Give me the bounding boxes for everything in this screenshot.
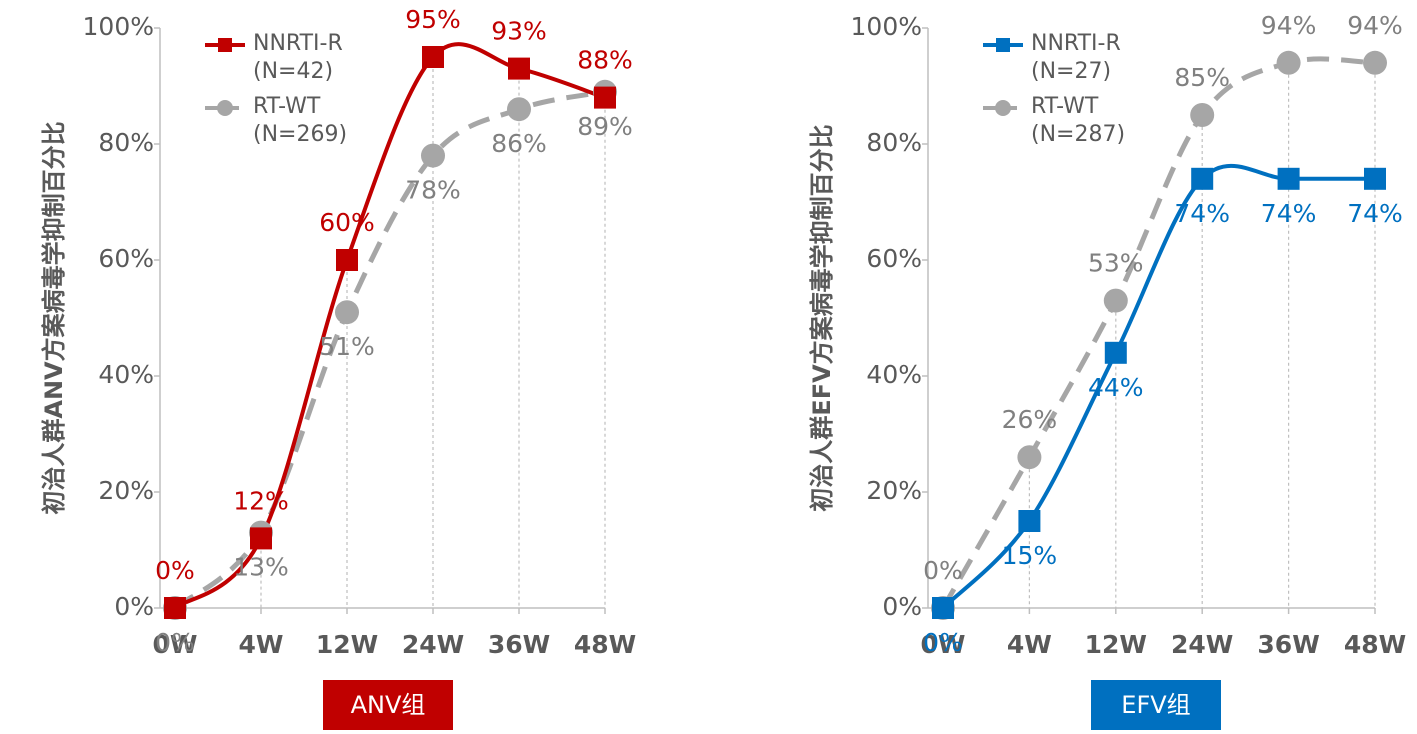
data-label: 26% xyxy=(1002,405,1058,434)
group-box xyxy=(323,680,453,730)
marker xyxy=(1277,167,1300,190)
data-label: 0% xyxy=(923,556,963,585)
x-tick-label: 4W xyxy=(1007,630,1052,659)
marker xyxy=(507,97,531,122)
x-tick-label: 4W xyxy=(239,630,284,659)
y-axis-title: 初治人群EFV方案病毒学抑制百分比 xyxy=(808,124,836,511)
data-label: 0% xyxy=(923,628,963,657)
y-tick-label: 60% xyxy=(866,244,922,273)
y-tick-label: 40% xyxy=(866,360,922,389)
y-tick-label: 80% xyxy=(866,128,922,157)
marker xyxy=(336,249,358,271)
marker xyxy=(1104,341,1127,364)
y-tick-label: 20% xyxy=(866,476,922,505)
data-label: 85% xyxy=(1174,63,1230,92)
legend-marker xyxy=(996,38,1010,52)
x-tick-label: 12W xyxy=(1085,630,1147,659)
group-label: ANV组 xyxy=(351,691,426,719)
data-label: 74% xyxy=(1174,199,1230,228)
marker xyxy=(1191,167,1214,190)
y-tick-label: 60% xyxy=(98,244,154,273)
legend-marker xyxy=(218,38,232,52)
marker xyxy=(1103,288,1128,313)
group-label: EFV组 xyxy=(1121,691,1190,719)
x-tick-label: 0W xyxy=(921,630,966,659)
data-label: 51% xyxy=(319,332,375,361)
group-box xyxy=(1091,680,1221,730)
x-tick-label: 36W xyxy=(488,630,550,659)
data-label: 95% xyxy=(405,5,461,34)
data-label: 89% xyxy=(577,112,633,141)
marker xyxy=(335,300,359,325)
data-label: 15% xyxy=(1002,541,1058,570)
legend-item: NNRTI-R (N=27) xyxy=(1031,31,1121,84)
legend-text: NNRTI-R (N=27) xyxy=(1031,31,1121,84)
marker xyxy=(1363,50,1387,75)
y-axis-title: 初治人群ANV方案病毒学抑制百分比 xyxy=(40,121,68,514)
legend-marker xyxy=(217,100,233,116)
data-label: 74% xyxy=(1347,199,1403,228)
x-tick-label: 48W xyxy=(574,630,636,659)
y-tick-label: 40% xyxy=(98,360,154,389)
y-tick-label: 100% xyxy=(851,12,922,41)
data-label: 12% xyxy=(233,486,289,515)
data-label: 93% xyxy=(491,17,547,46)
data-label: 88% xyxy=(577,46,633,75)
legend-text: RT-WT (N=269) xyxy=(253,94,348,147)
y-tick-label: 0% xyxy=(114,592,154,621)
data-label: 0% xyxy=(155,628,195,657)
legend-item: NNRTI-R (N=42) xyxy=(253,31,343,84)
legend-text: RT-WT (N=287) xyxy=(1031,94,1126,147)
data-label: 0% xyxy=(155,556,195,585)
y-tick-label: 0% xyxy=(882,592,922,621)
marker xyxy=(1190,103,1215,127)
legend-item: RT-WT (N=287) xyxy=(1031,94,1126,147)
x-tick-label: 48W xyxy=(1344,630,1406,659)
x-tick-label: 24W xyxy=(402,630,464,659)
data-label: 60% xyxy=(319,208,375,237)
data-label: 94% xyxy=(1347,11,1403,40)
y-tick-label: 100% xyxy=(83,12,154,41)
x-tick-label: 0W xyxy=(153,630,198,659)
marker xyxy=(1276,50,1301,75)
marker xyxy=(164,597,186,619)
legend-text: NNRTI-R (N=42) xyxy=(253,31,343,84)
legend-item: RT-WT (N=269) xyxy=(253,94,348,147)
x-tick-label: 24W xyxy=(1171,630,1233,659)
series-line xyxy=(173,89,606,610)
marker xyxy=(1017,445,1042,470)
x-tick-label: 12W xyxy=(316,630,378,659)
data-label: 78% xyxy=(405,176,461,205)
legend-marker xyxy=(995,100,1011,116)
data-label: 44% xyxy=(1088,373,1144,402)
y-tick-label: 80% xyxy=(98,128,154,157)
marker xyxy=(1018,510,1041,532)
data-label: 94% xyxy=(1261,11,1317,40)
marker xyxy=(932,597,954,619)
marker xyxy=(250,527,272,550)
x-tick-label: 36W xyxy=(1257,630,1319,659)
data-label: 13% xyxy=(233,553,289,582)
data-label: 86% xyxy=(491,129,547,158)
marker xyxy=(421,143,445,168)
data-label: 74% xyxy=(1261,199,1317,228)
y-tick-label: 20% xyxy=(98,476,154,505)
marker xyxy=(508,57,530,80)
marker xyxy=(594,86,616,109)
marker xyxy=(1364,167,1386,190)
data-label: 53% xyxy=(1088,249,1144,278)
marker xyxy=(422,46,444,68)
